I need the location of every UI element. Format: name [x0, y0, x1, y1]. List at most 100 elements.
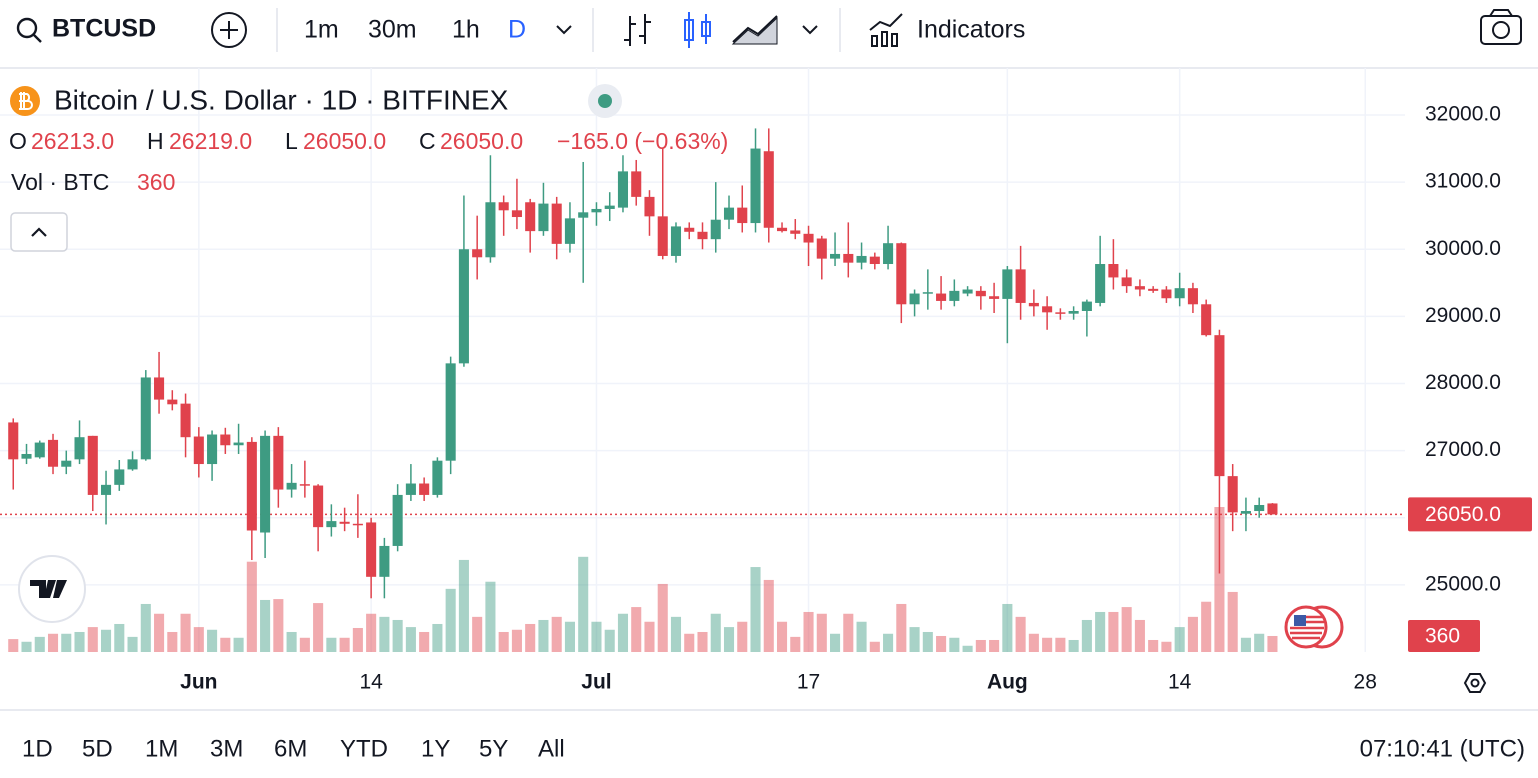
- candle-body: [856, 255, 867, 263]
- interval[interactable]: 1m: [304, 16, 339, 44]
- volume-bar: [763, 579, 774, 652]
- candle-body: [975, 290, 986, 297]
- x-tick-label: 28: [1354, 671, 1377, 694]
- candle-body: [657, 216, 668, 256]
- legend-value: 26050.0: [440, 128, 523, 154]
- y-tick-label: 32000.0: [1425, 103, 1501, 126]
- candle-body: [670, 226, 682, 256]
- range-button[interactable]: 1Y: [421, 735, 450, 762]
- plot-area: 25000.026000.027000.028000.029000.030000…: [0, 68, 1532, 694]
- area-chart-icon[interactable]: [731, 15, 778, 45]
- logo[interactable]: [18, 555, 86, 623]
- candle-body: [1042, 306, 1053, 313]
- volume-bar: [737, 621, 748, 652]
- volume-bar: [909, 627, 920, 652]
- volume-bar: [193, 627, 204, 652]
- candle-body: [578, 212, 589, 218]
- candle-body: [180, 403, 191, 438]
- legend-value: 26219.0: [169, 128, 252, 154]
- candle-body: [1174, 288, 1185, 299]
- volume-bar: [260, 599, 271, 652]
- volume-bar: [1015, 616, 1026, 652]
- interval[interactable]: 30m: [368, 16, 417, 44]
- volume-bar: [445, 588, 456, 652]
- candle-body: [790, 230, 801, 234]
- range-button[interactable]: 6M: [274, 735, 307, 762]
- flag-icon: [1284, 605, 1344, 649]
- candle-body: [61, 460, 72, 467]
- volume-bar: [1095, 611, 1106, 652]
- legend-value: 26213.0: [31, 128, 114, 154]
- indicators-icon[interactable]: [869, 13, 903, 47]
- candle-body: [750, 148, 761, 224]
- volume-bar: [830, 633, 841, 652]
- volume-bar: [1002, 603, 1013, 652]
- candle-body: [989, 296, 1000, 299]
- candle-chart-icon[interactable]: [684, 12, 711, 48]
- candle-body: [1201, 304, 1212, 336]
- camera-icon[interactable]: [1480, 9, 1522, 45]
- range-button[interactable]: 5D: [82, 735, 113, 762]
- candle-body: [1002, 269, 1013, 299]
- volume-bar: [949, 637, 960, 652]
- candle-body: [763, 151, 774, 228]
- search-icon[interactable]: [16, 17, 38, 39]
- volume-bar: [233, 637, 244, 652]
- candle-body: [352, 523, 363, 526]
- candle-body: [564, 218, 575, 244]
- candle-body: [816, 238, 827, 259]
- volume-bar: [989, 639, 1000, 652]
- symbol[interactable]: BTCUSD: [52, 15, 156, 43]
- range-button[interactable]: All: [538, 735, 565, 762]
- range-button[interactable]: 1M: [145, 735, 178, 762]
- candle-body: [260, 435, 271, 533]
- volume-bar: [684, 633, 695, 652]
- candle-body: [1121, 277, 1132, 287]
- candle-body: [830, 253, 841, 259]
- x-tick-label: 14: [1168, 671, 1192, 694]
- volume-bar: [392, 619, 403, 652]
- volume-bar: [1240, 637, 1251, 652]
- candle-body: [803, 233, 814, 243]
- volume-bar: [1267, 635, 1278, 652]
- indicators-button[interactable]: Indicators: [917, 16, 1025, 44]
- candle-body: [1227, 476, 1238, 513]
- bar-chart-icon[interactable]: [624, 14, 651, 46]
- volume-bar: [856, 621, 867, 652]
- volume-bar: [803, 611, 814, 652]
- candle-body: [1028, 302, 1039, 307]
- volume-bar: [101, 629, 112, 652]
- volume-bar: [564, 621, 575, 652]
- clock: 07:10:41 (UTC): [1360, 735, 1525, 762]
- volume-bar: [1148, 639, 1159, 652]
- range-button[interactable]: 3M: [210, 735, 243, 762]
- interval[interactable]: 1h: [452, 16, 480, 44]
- candle-body: [776, 227, 788, 232]
- volume-bar: [975, 639, 986, 652]
- volume-bar: [220, 637, 231, 652]
- y-tick-label: 27000.0: [1425, 438, 1501, 461]
- candle-body: [233, 442, 244, 446]
- candle-body: [631, 171, 642, 197]
- legend-change: −165.0 (−0.63%): [557, 128, 728, 154]
- candle-body: [405, 483, 416, 495]
- range-button[interactable]: 5Y: [479, 735, 508, 762]
- candle-body: [87, 435, 98, 495]
- last-price-badge: [1408, 497, 1532, 532]
- candle-body: [498, 202, 509, 211]
- candle-body: [47, 439, 59, 467]
- candle-body: [591, 208, 602, 213]
- collapse-button[interactable]: [10, 212, 68, 252]
- volume-bar: [61, 633, 72, 652]
- candle-body: [140, 377, 151, 460]
- range-button[interactable]: 1D: [22, 735, 53, 762]
- candle-body: [922, 292, 933, 294]
- settings-icon[interactable]: [1463, 673, 1487, 693]
- candle-body: [1095, 264, 1106, 303]
- volume-bar: [750, 567, 761, 652]
- range-button[interactable]: YTD: [340, 735, 388, 762]
- interval-active[interactable]: D: [508, 16, 526, 44]
- add-symbol-icon[interactable]: [211, 12, 247, 48]
- candle-body: [273, 435, 284, 490]
